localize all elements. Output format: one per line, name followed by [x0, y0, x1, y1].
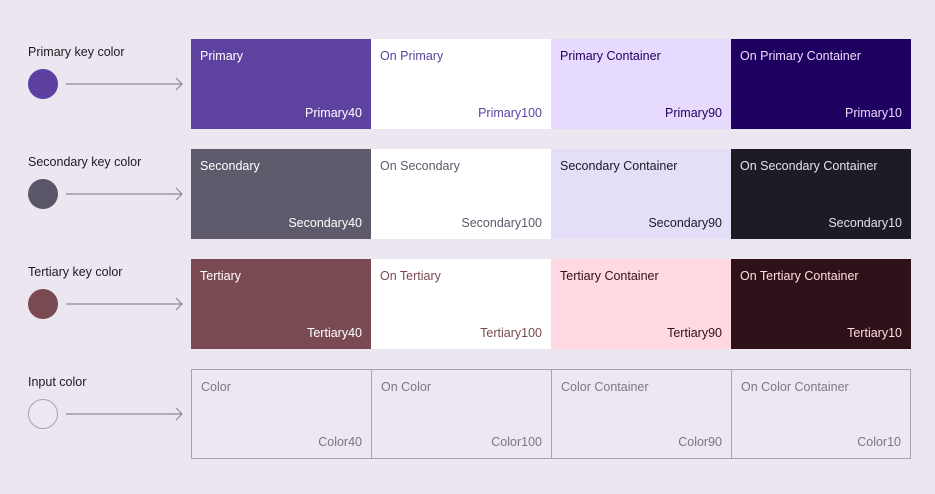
- on-tertiary-container-tile: On Tertiary Container Tertiary10: [731, 259, 911, 349]
- tile-tone: Color40: [318, 435, 362, 449]
- on-primary-container-tile: On Primary Container Primary10: [731, 39, 911, 129]
- input-color-row: Input color Color Color40 On Color Color10…: [0, 369, 935, 459]
- arrow-icon: [66, 297, 183, 311]
- tertiary-container-tile: Tertiary Container Tertiary90: [551, 259, 731, 349]
- tile-name: On Primary Container: [740, 49, 861, 63]
- tile-name: On Color: [381, 380, 432, 394]
- tile-tone: Color10: [857, 435, 901, 449]
- key-label: Tertiary key color: [28, 265, 123, 279]
- tile-tone: Secondary100: [461, 216, 542, 230]
- tile-name: On Primary: [380, 49, 444, 63]
- tile-tone: Tertiary10: [847, 326, 902, 340]
- key-label: Input color: [28, 375, 87, 389]
- tile-name: On Secondary: [380, 159, 460, 173]
- tile-name: Secondary: [200, 159, 260, 173]
- tile-tone: Secondary40: [288, 216, 362, 230]
- on-secondary-tile: On Secondary Secondary100: [371, 149, 551, 239]
- key-label: Primary key color: [28, 45, 125, 59]
- tile-tone: Primary90: [665, 106, 722, 120]
- key-color-swatch: [28, 289, 58, 319]
- tile-tone: Primary100: [478, 106, 542, 120]
- on-primary-tile: On Primary Primary100: [371, 39, 551, 129]
- arrow-icon: [66, 187, 183, 201]
- key-color-swatch: [28, 69, 58, 99]
- tile-name: Tertiary: [200, 269, 241, 283]
- secondary-row: Secondary key color Secondary Secondary40…: [0, 149, 935, 239]
- tile-tone: Tertiary40: [307, 326, 362, 340]
- tile-name: Primary: [200, 49, 244, 63]
- key-color-swatch: [28, 399, 58, 429]
- secondary-container-tile: Secondary Container Secondary90: [551, 149, 731, 239]
- tile-name: Color Container: [561, 380, 649, 394]
- tile-name: Color: [201, 380, 231, 394]
- tile-tone: Secondary10: [828, 216, 902, 230]
- on-tertiary-tile: On Tertiary Tertiary100: [371, 259, 551, 349]
- primary-container-tile: Primary Container Primary90: [551, 39, 731, 129]
- tile-tone: Color90: [678, 435, 722, 449]
- color-container-tile: Color Container Color90: [551, 369, 731, 459]
- tile-name: On Secondary Container: [740, 159, 878, 173]
- tile-tone: Primary40: [305, 106, 362, 120]
- tile-name: On Color Container: [741, 380, 849, 394]
- tile-name: Primary Container: [560, 49, 661, 63]
- on-color-tile: On Color Color100: [371, 369, 551, 459]
- tile-tone: Tertiary100: [480, 326, 542, 340]
- tile-tone: Secondary90: [648, 216, 722, 230]
- arrow-icon: [66, 77, 183, 91]
- tile-name: Secondary Container: [560, 159, 678, 173]
- secondary-tile: Secondary Secondary40: [191, 149, 371, 239]
- color-tile: Color Color40: [191, 369, 371, 459]
- tile-name: On Tertiary: [380, 269, 441, 283]
- tile-name: On Tertiary Container: [740, 269, 859, 283]
- tile-tone: Color100: [491, 435, 542, 449]
- tertiary-row: Tertiary key color Tertiary Tertiary40 On…: [0, 259, 935, 349]
- primary-row: Primary key color Primary Primary40 On Pr…: [0, 39, 935, 129]
- on-color-container-tile: On Color Container Color10: [731, 369, 911, 459]
- tertiary-tile: Tertiary Tertiary40: [191, 259, 371, 349]
- on-secondary-container-tile: On Secondary Container Secondary10: [731, 149, 911, 239]
- key-color-swatch: [28, 179, 58, 209]
- primary-tile: Primary Primary40: [191, 39, 371, 129]
- arrow-icon: [66, 407, 183, 421]
- key-label: Secondary key color: [28, 155, 142, 169]
- tile-tone: Tertiary90: [667, 326, 722, 340]
- tile-tone: Primary10: [845, 106, 902, 120]
- tile-name: Tertiary Container: [560, 269, 659, 283]
